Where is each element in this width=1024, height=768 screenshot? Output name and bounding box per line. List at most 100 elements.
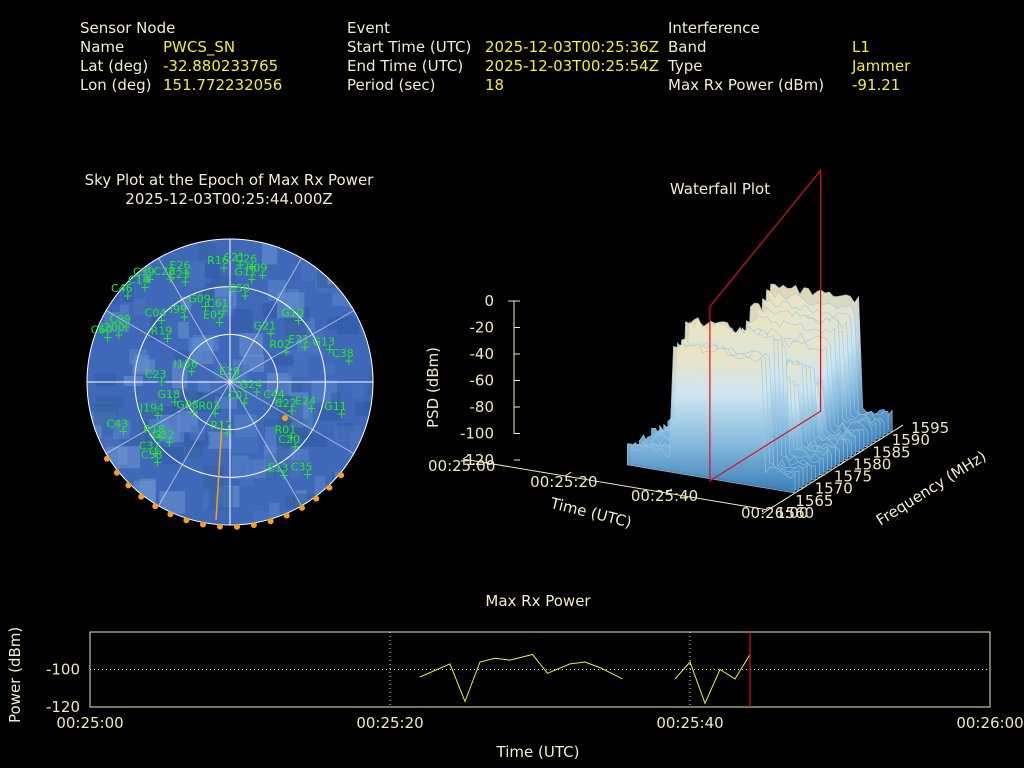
sky-texture-cell bbox=[246, 459, 274, 479]
satellite-marker: + bbox=[164, 436, 174, 450]
waterfall-ribbon bbox=[639, 317, 808, 486]
waterfall-frequency-tick-label: 1580 bbox=[853, 455, 891, 473]
sky-texture-cell bbox=[95, 479, 108, 494]
satellite-I99: +I99 bbox=[170, 303, 190, 324]
power-chart-title: Max Rx Power bbox=[485, 592, 591, 610]
sky-texture-cell bbox=[104, 304, 129, 333]
satellite-label: E23 bbox=[169, 268, 190, 281]
waterfall-z-tick-label: -100 bbox=[460, 425, 494, 443]
sky-texture-cell bbox=[183, 434, 210, 447]
satellite-label: G13 bbox=[312, 336, 335, 349]
waterfall-ribbon bbox=[631, 342, 800, 491]
sky-texture-cell bbox=[289, 465, 300, 478]
satellite-G13: +G13 bbox=[312, 336, 335, 357]
skyplot-title: Sky Plot at the Epoch of Max Rx Power bbox=[84, 171, 374, 189]
sky-texture-cell bbox=[113, 420, 131, 439]
sky-texture-cell bbox=[190, 426, 205, 441]
power-xlabel: Time (UTC) bbox=[496, 743, 580, 761]
sky-texture-cell bbox=[214, 286, 237, 306]
satellite-R01: +R01 bbox=[275, 423, 297, 444]
interference-track-point bbox=[326, 484, 333, 491]
sky-texture-cell bbox=[229, 309, 253, 333]
azimuth-spoke bbox=[229, 257, 302, 383]
satellite-label: C01 bbox=[228, 389, 250, 402]
sensor-lat-value: -32.880233765 bbox=[163, 57, 279, 75]
satellite-marker: + bbox=[188, 406, 198, 420]
interference-track-point bbox=[299, 504, 305, 511]
sky-texture-cell bbox=[203, 282, 215, 311]
waterfall-time-axis bbox=[462, 458, 769, 511]
waterfall-ribbon bbox=[724, 283, 893, 433]
waterfall-ribbon bbox=[683, 368, 852, 458]
satellite-E24: +E24 bbox=[295, 395, 317, 416]
waterfall-time-tick bbox=[665, 488, 673, 494]
satellite-marker: + bbox=[153, 455, 163, 469]
satellite-label: G24 bbox=[240, 378, 263, 391]
sky-texture-cell bbox=[291, 381, 302, 394]
sky-texture-cell bbox=[135, 261, 151, 283]
interference-type-label: Type bbox=[668, 57, 703, 75]
satellite-label: C61 bbox=[207, 297, 229, 310]
sensor-lon-value: 151.772232056 bbox=[163, 76, 283, 94]
satellite-C14: +C14 bbox=[128, 274, 150, 295]
sky-texture-cell bbox=[311, 379, 337, 403]
sky-texture-cell bbox=[150, 316, 163, 341]
sky-texture-cell bbox=[125, 272, 143, 284]
sky-texture-cell bbox=[207, 431, 232, 449]
satellite-label: C04 bbox=[145, 306, 167, 319]
satellite-label: G09 bbox=[188, 292, 211, 305]
satellite-label: C20 bbox=[278, 433, 300, 446]
sky-texture-cell bbox=[182, 391, 204, 406]
satellite-G08: +G08 bbox=[176, 399, 199, 420]
sky-texture-cell bbox=[122, 283, 134, 302]
sky-texture-cell bbox=[159, 491, 186, 514]
interference-track-point bbox=[250, 522, 257, 528]
event-period-label: Period (sec) bbox=[347, 76, 436, 94]
satellite-G24: +G24 bbox=[240, 378, 263, 399]
satellite-marker: + bbox=[200, 299, 210, 313]
sky-texture-cell bbox=[180, 296, 192, 310]
sky-texture-cell bbox=[369, 364, 373, 392]
satellite-label: G21 bbox=[254, 319, 277, 332]
satellite-marker: + bbox=[247, 272, 257, 286]
satellite-G10: +G10 bbox=[281, 306, 304, 327]
sky-texture-cell bbox=[331, 496, 355, 516]
interference-track-point bbox=[104, 455, 110, 462]
satellite-C44: +C44 bbox=[263, 388, 285, 409]
sky-texture-cell bbox=[321, 253, 340, 275]
sky-texture-cell bbox=[239, 461, 254, 486]
sky-texture-cell bbox=[277, 449, 303, 467]
sky-texture-cell bbox=[217, 485, 240, 508]
sky-texture-cell bbox=[272, 354, 294, 366]
satellite-label: C14 bbox=[128, 274, 150, 287]
sky-texture-cell bbox=[301, 264, 317, 282]
sky-texture-cell bbox=[277, 292, 305, 319]
sensor-name-label: Name bbox=[80, 38, 125, 56]
sky-texture-cell bbox=[158, 447, 184, 465]
sky-texture-cell bbox=[277, 395, 304, 423]
satellite-marker: + bbox=[165, 272, 175, 286]
skyplot-subtitle: 2025-12-03T00:25:44.000Z bbox=[125, 190, 333, 208]
sky-texture-cell bbox=[334, 471, 349, 492]
satellite-C26: +C26 bbox=[236, 253, 258, 274]
sky-texture-cell bbox=[89, 412, 117, 426]
sky-texture-cell bbox=[139, 478, 156, 507]
satellite-R02: +R02 bbox=[269, 338, 291, 359]
sky-texture-cell bbox=[283, 307, 310, 322]
sky-texture-cell bbox=[96, 396, 124, 407]
satellite-marker: + bbox=[257, 269, 267, 283]
sky-texture-cell bbox=[291, 401, 313, 428]
waterfall-ribbon bbox=[635, 338, 804, 489]
sky-texture-cell bbox=[158, 406, 176, 423]
satellite-label: R18 bbox=[143, 423, 165, 436]
azimuth-spoke bbox=[158, 381, 231, 507]
waterfall-time-marker bbox=[709, 168, 822, 482]
waterfall-z-tick-label: -60 bbox=[470, 372, 495, 390]
satellite-G32: +G32 bbox=[152, 429, 175, 450]
sky-texture-cell bbox=[333, 425, 362, 442]
sky-texture-cell bbox=[285, 495, 299, 510]
event-start-value: 2025-12-03T00:25:36Z bbox=[485, 38, 659, 56]
satellite-label: C50 bbox=[228, 282, 250, 295]
sensor-lat-label: Lat (deg) bbox=[80, 57, 149, 75]
sky-texture-cell bbox=[349, 296, 372, 309]
